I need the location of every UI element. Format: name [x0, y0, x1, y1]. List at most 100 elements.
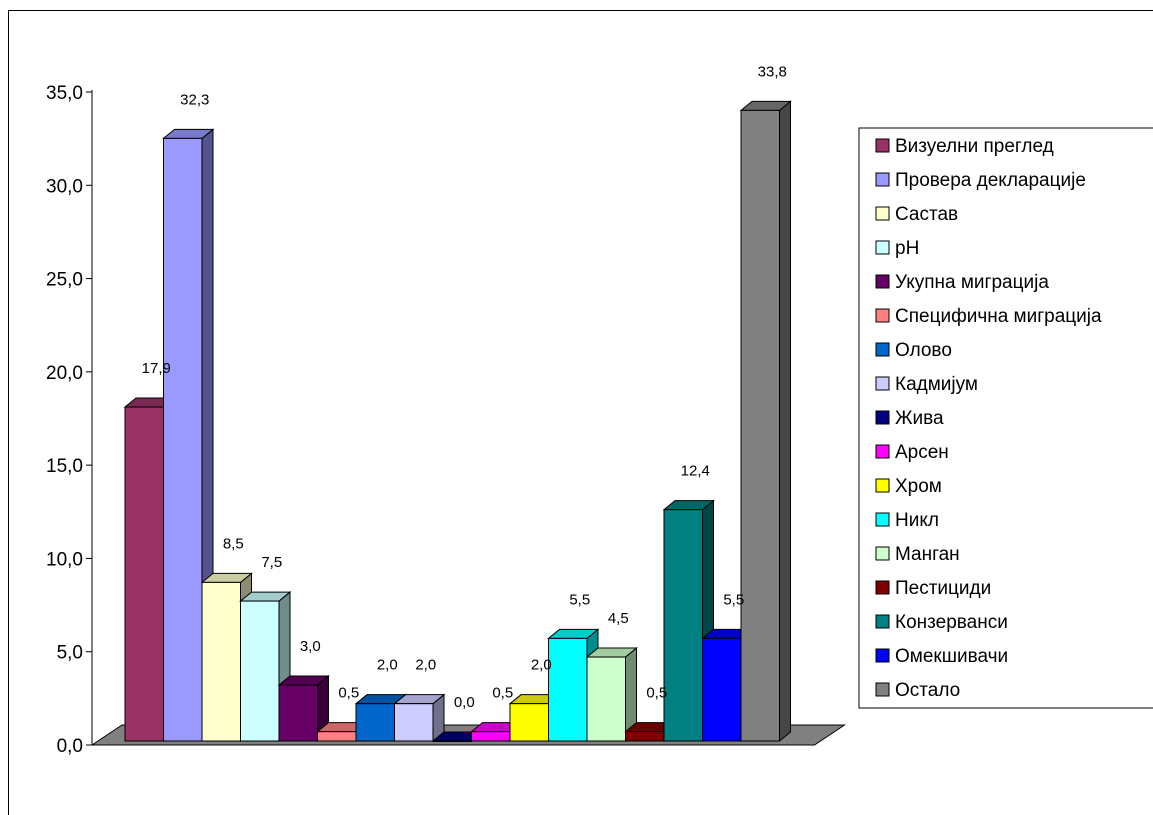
- y-tick-label: 0,0: [57, 736, 83, 757]
- bar-front: [625, 731, 665, 742]
- data-label: 0,5: [646, 685, 667, 702]
- legend-item: Омекшивачи: [875, 646, 1008, 667]
- legend-swatch: [875, 308, 890, 323]
- legend-label: Жива: [895, 408, 944, 429]
- data-labels: 17,9 32,3 8,5 7,5 3,0 0,5 2,0 2,0 0,0 0,5 2,0 5,5 4,…: [142, 63, 787, 711]
- y-tick-label: 15,0: [46, 456, 83, 477]
- legend-label: Кадмијум: [895, 374, 978, 395]
- bar-front: [240, 600, 280, 742]
- data-label: 0,5: [492, 685, 513, 702]
- bar-front: [471, 731, 511, 742]
- data-label: 7,5: [261, 554, 282, 571]
- legend-label: Хром: [895, 476, 942, 497]
- bar-front: [548, 637, 588, 742]
- y-tick-label: 5,0: [57, 643, 83, 664]
- bar-13: [585, 646, 638, 743]
- bar-front: [124, 406, 164, 742]
- legend-item: Укупна миграција: [875, 272, 1049, 293]
- legend-label: Визуелни преглед: [895, 136, 1054, 157]
- data-label: 3,0: [300, 638, 321, 655]
- bar-front: [740, 109, 780, 742]
- legend-item: Састав: [875, 204, 958, 225]
- legend-item: Провера декларације: [875, 170, 1086, 191]
- legend-label: Никл: [895, 510, 939, 531]
- y-tick-label: 35,0: [46, 83, 83, 104]
- data-label: 2,0: [377, 657, 398, 674]
- data-label: 33,8: [758, 63, 787, 80]
- legend-swatch: [875, 206, 890, 221]
- bar-front: [586, 656, 626, 742]
- legend-label: Пестициди: [895, 578, 991, 599]
- legend-label: Омекшивачи: [895, 646, 1008, 667]
- legend-swatch: [875, 342, 890, 357]
- bar-front: [509, 703, 549, 742]
- data-label: 0,0: [454, 694, 475, 711]
- legend-label: pH: [895, 238, 919, 259]
- legend-item: Специфична миграција: [875, 306, 1102, 327]
- legend-label: Остало: [895, 680, 960, 701]
- legend-item: Кадмијум: [875, 374, 978, 395]
- data-label: 5,5: [723, 591, 744, 608]
- legend-item: Визуелни преглед: [875, 136, 1054, 157]
- bars: [123, 100, 792, 743]
- legend-item: Хром: [875, 476, 942, 497]
- legend-label: Олово: [895, 340, 952, 361]
- bar-front: [432, 740, 472, 742]
- legend-item: Пестициди: [875, 578, 991, 599]
- legend-label: Састав: [895, 204, 958, 225]
- bar-front: [278, 684, 318, 742]
- data-label: 12,4: [681, 463, 710, 480]
- legend-label: Манган: [895, 544, 960, 565]
- data-label: 8,5: [223, 535, 244, 552]
- legend-item: Олово: [875, 340, 952, 361]
- bar-8: [393, 693, 446, 743]
- legend-item: Жива: [875, 408, 944, 429]
- legend-swatch: [875, 580, 890, 595]
- data-label: 32,3: [180, 91, 209, 108]
- y-tick-label: 25,0: [46, 270, 83, 291]
- data-label: 5,5: [569, 591, 590, 608]
- legend-swatch: [875, 444, 890, 459]
- data-label: 17,9: [142, 360, 171, 377]
- legend-label: Укупна миграција: [895, 272, 1049, 293]
- legend-label: Провера декларације: [895, 170, 1086, 191]
- data-label: 2,0: [415, 657, 436, 674]
- bar-front: [163, 137, 203, 742]
- data-label: 2,0: [531, 657, 552, 674]
- legend-swatch: [875, 240, 890, 255]
- legend-swatch: [875, 478, 890, 493]
- y-tick-label: 20,0: [46, 363, 83, 384]
- legend-swatch: [875, 512, 890, 527]
- legend: Визуелни преглед Провера декларације Саста…: [858, 127, 1153, 709]
- chart-frame: [8, 10, 1153, 815]
- legend-item: Конзерванси: [875, 612, 1008, 633]
- legend-swatch: [875, 614, 890, 629]
- legend-swatch: [875, 410, 890, 425]
- bar-front: [201, 581, 241, 742]
- legend-item: pH: [875, 238, 919, 259]
- legend-item: Никл: [875, 510, 939, 531]
- bar-front: [702, 637, 742, 742]
- data-label: 0,5: [338, 685, 359, 702]
- legend-label: Специфична миграција: [895, 306, 1102, 327]
- legend-swatch: [875, 648, 890, 663]
- legend-item: Арсен: [875, 442, 949, 463]
- y-tick-label: 30,0: [46, 176, 83, 197]
- legend-item: Манган: [875, 544, 960, 565]
- legend-label: Арсен: [895, 442, 949, 463]
- legend-box: [858, 127, 1153, 709]
- data-label: 4,5: [608, 610, 629, 627]
- y-tick-label: 10,0: [46, 549, 83, 570]
- legend-swatch: [875, 274, 890, 289]
- legend-item: Остало: [875, 680, 960, 701]
- bar-front: [317, 731, 357, 742]
- bar-front: [355, 703, 395, 742]
- bar-side: [779, 100, 791, 743]
- legend-label: Конзерванси: [895, 612, 1008, 633]
- y-axis: 0,0 5,0 10,0 15,0 20,0 25,0 30,0 35,0: [46, 83, 93, 757]
- bar-17: [739, 100, 792, 743]
- legend-swatch: [875, 376, 890, 391]
- legend-swatch: [875, 138, 890, 153]
- legend-swatch: [875, 172, 890, 187]
